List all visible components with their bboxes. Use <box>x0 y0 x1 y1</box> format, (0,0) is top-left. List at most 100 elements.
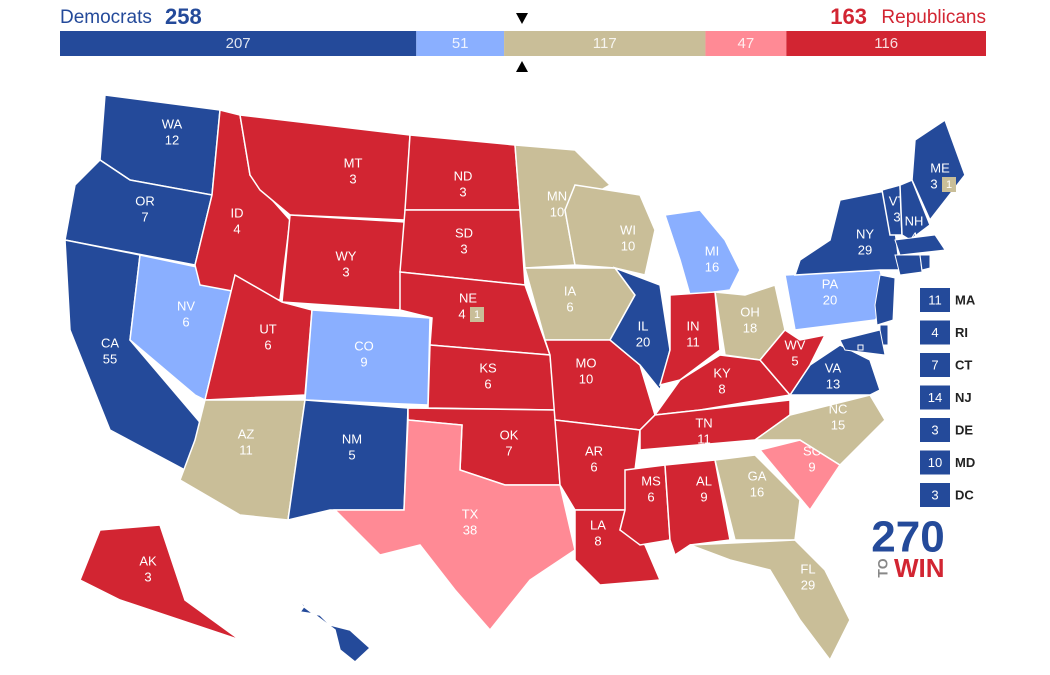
state-votes: 16 <box>750 484 764 499</box>
state-votes: 4 <box>910 229 917 244</box>
state-votes: 8 <box>718 381 725 396</box>
rep-label: Republicans <box>881 7 986 28</box>
box-votes: 7 <box>931 357 938 372</box>
state-abbr: OR <box>135 193 155 208</box>
state-votes: 29 <box>858 242 872 257</box>
state-box <box>920 385 950 410</box>
state <box>639 399 791 451</box>
state <box>894 234 946 256</box>
state-abbr: LA <box>590 517 606 532</box>
state-abbr: CO <box>354 338 374 353</box>
bar-segment <box>416 31 505 56</box>
state-abbr: AR <box>585 443 603 458</box>
logo-to: TO <box>875 558 891 577</box>
state-abbr: NV <box>177 298 195 313</box>
state-votes: 3 <box>893 209 900 224</box>
state-votes: 9 <box>360 354 367 369</box>
state-abbr: NY <box>856 226 874 241</box>
state <box>179 399 306 521</box>
state-abbr: KS <box>479 360 497 375</box>
state-abbr: MO <box>576 355 597 370</box>
state <box>294 599 372 663</box>
box-abbr: DE <box>955 422 973 437</box>
state-box <box>920 320 950 345</box>
vote-bar: 207 51 117 47 116 <box>60 31 986 56</box>
box-abbr: CT <box>955 357 972 372</box>
state-abbr: TN <box>695 415 712 430</box>
state-votes: 4 <box>318 644 325 659</box>
box-abbr: DC <box>955 487 974 502</box>
state <box>857 344 864 351</box>
state-abbr: ND <box>454 168 473 183</box>
state-abbr: WA <box>162 116 183 131</box>
state <box>759 329 827 397</box>
small-state-list: 11 MA 4 RI 7 CT 14 NJ 3 DE 10 MD 3 DC <box>920 288 976 507</box>
split-votes: 1 <box>946 179 952 191</box>
state <box>79 524 241 641</box>
state-abbr: MN <box>547 188 567 203</box>
bar-label: 116 <box>874 35 898 52</box>
state <box>911 118 966 222</box>
state-votes: 12 <box>165 132 179 147</box>
state-votes: 6 <box>182 314 189 329</box>
state-abbr: NM <box>342 431 362 446</box>
logo-win: WIN <box>894 553 945 583</box>
state-abbr: UT <box>259 321 276 336</box>
state-abbr: WI <box>620 222 636 237</box>
bar-label: 207 <box>226 35 251 52</box>
state-votes: 38 <box>463 522 477 537</box>
state-votes: 20 <box>636 334 650 349</box>
box-votes: 3 <box>931 487 938 502</box>
state-abbr: KY <box>713 365 731 380</box>
state-abbr: OK <box>500 427 519 442</box>
state-votes: 55 <box>103 351 117 366</box>
state-votes: 3 <box>144 569 151 584</box>
state-votes: 4 <box>458 306 465 321</box>
state-box <box>920 288 950 312</box>
arrow-up <box>516 61 528 72</box>
split-box <box>470 307 484 322</box>
state <box>752 394 886 466</box>
box-abbr: MD <box>955 455 975 470</box>
state-votes: 18 <box>743 320 757 335</box>
bar-segment <box>705 31 787 56</box>
box-abbr: RI <box>955 325 968 340</box>
state-abbr: OH <box>740 304 760 319</box>
state-votes: 6 <box>647 489 654 504</box>
state-abbr: IN <box>687 318 700 333</box>
state-votes: 3 <box>342 264 349 279</box>
state-votes: 15 <box>831 417 845 432</box>
state-box <box>920 353 950 377</box>
state-abbr: HI <box>316 628 329 643</box>
state-abbr: TX <box>462 506 479 521</box>
state-abbr: MI <box>705 243 719 258</box>
state <box>839 329 886 356</box>
state-votes: 3 <box>459 184 466 199</box>
state-abbr: IA <box>564 283 577 298</box>
state-box <box>920 483 950 507</box>
state-abbr: NC <box>829 401 848 416</box>
bar-label: 117 <box>593 35 617 52</box>
state-votes: 3 <box>460 241 467 256</box>
state-votes: 7 <box>141 209 148 224</box>
state-votes: 11 <box>697 431 711 446</box>
state-abbr: IL <box>638 318 649 333</box>
box-votes: 3 <box>931 422 938 437</box>
state-votes: 6 <box>264 337 271 352</box>
state-votes: 5 <box>791 353 798 368</box>
state <box>609 266 671 392</box>
state <box>874 274 896 326</box>
state-box <box>920 450 950 475</box>
bar-segment <box>786 31 986 56</box>
split-box <box>942 177 956 192</box>
state <box>333 419 576 632</box>
bar-label: 47 <box>738 35 755 52</box>
state-abbr: GA <box>748 468 767 483</box>
state-votes: 3 <box>349 171 356 186</box>
state <box>899 179 931 241</box>
state-votes: 4 <box>233 221 240 236</box>
state-abbr: NE <box>459 290 477 305</box>
state-votes: 8 <box>594 533 601 548</box>
